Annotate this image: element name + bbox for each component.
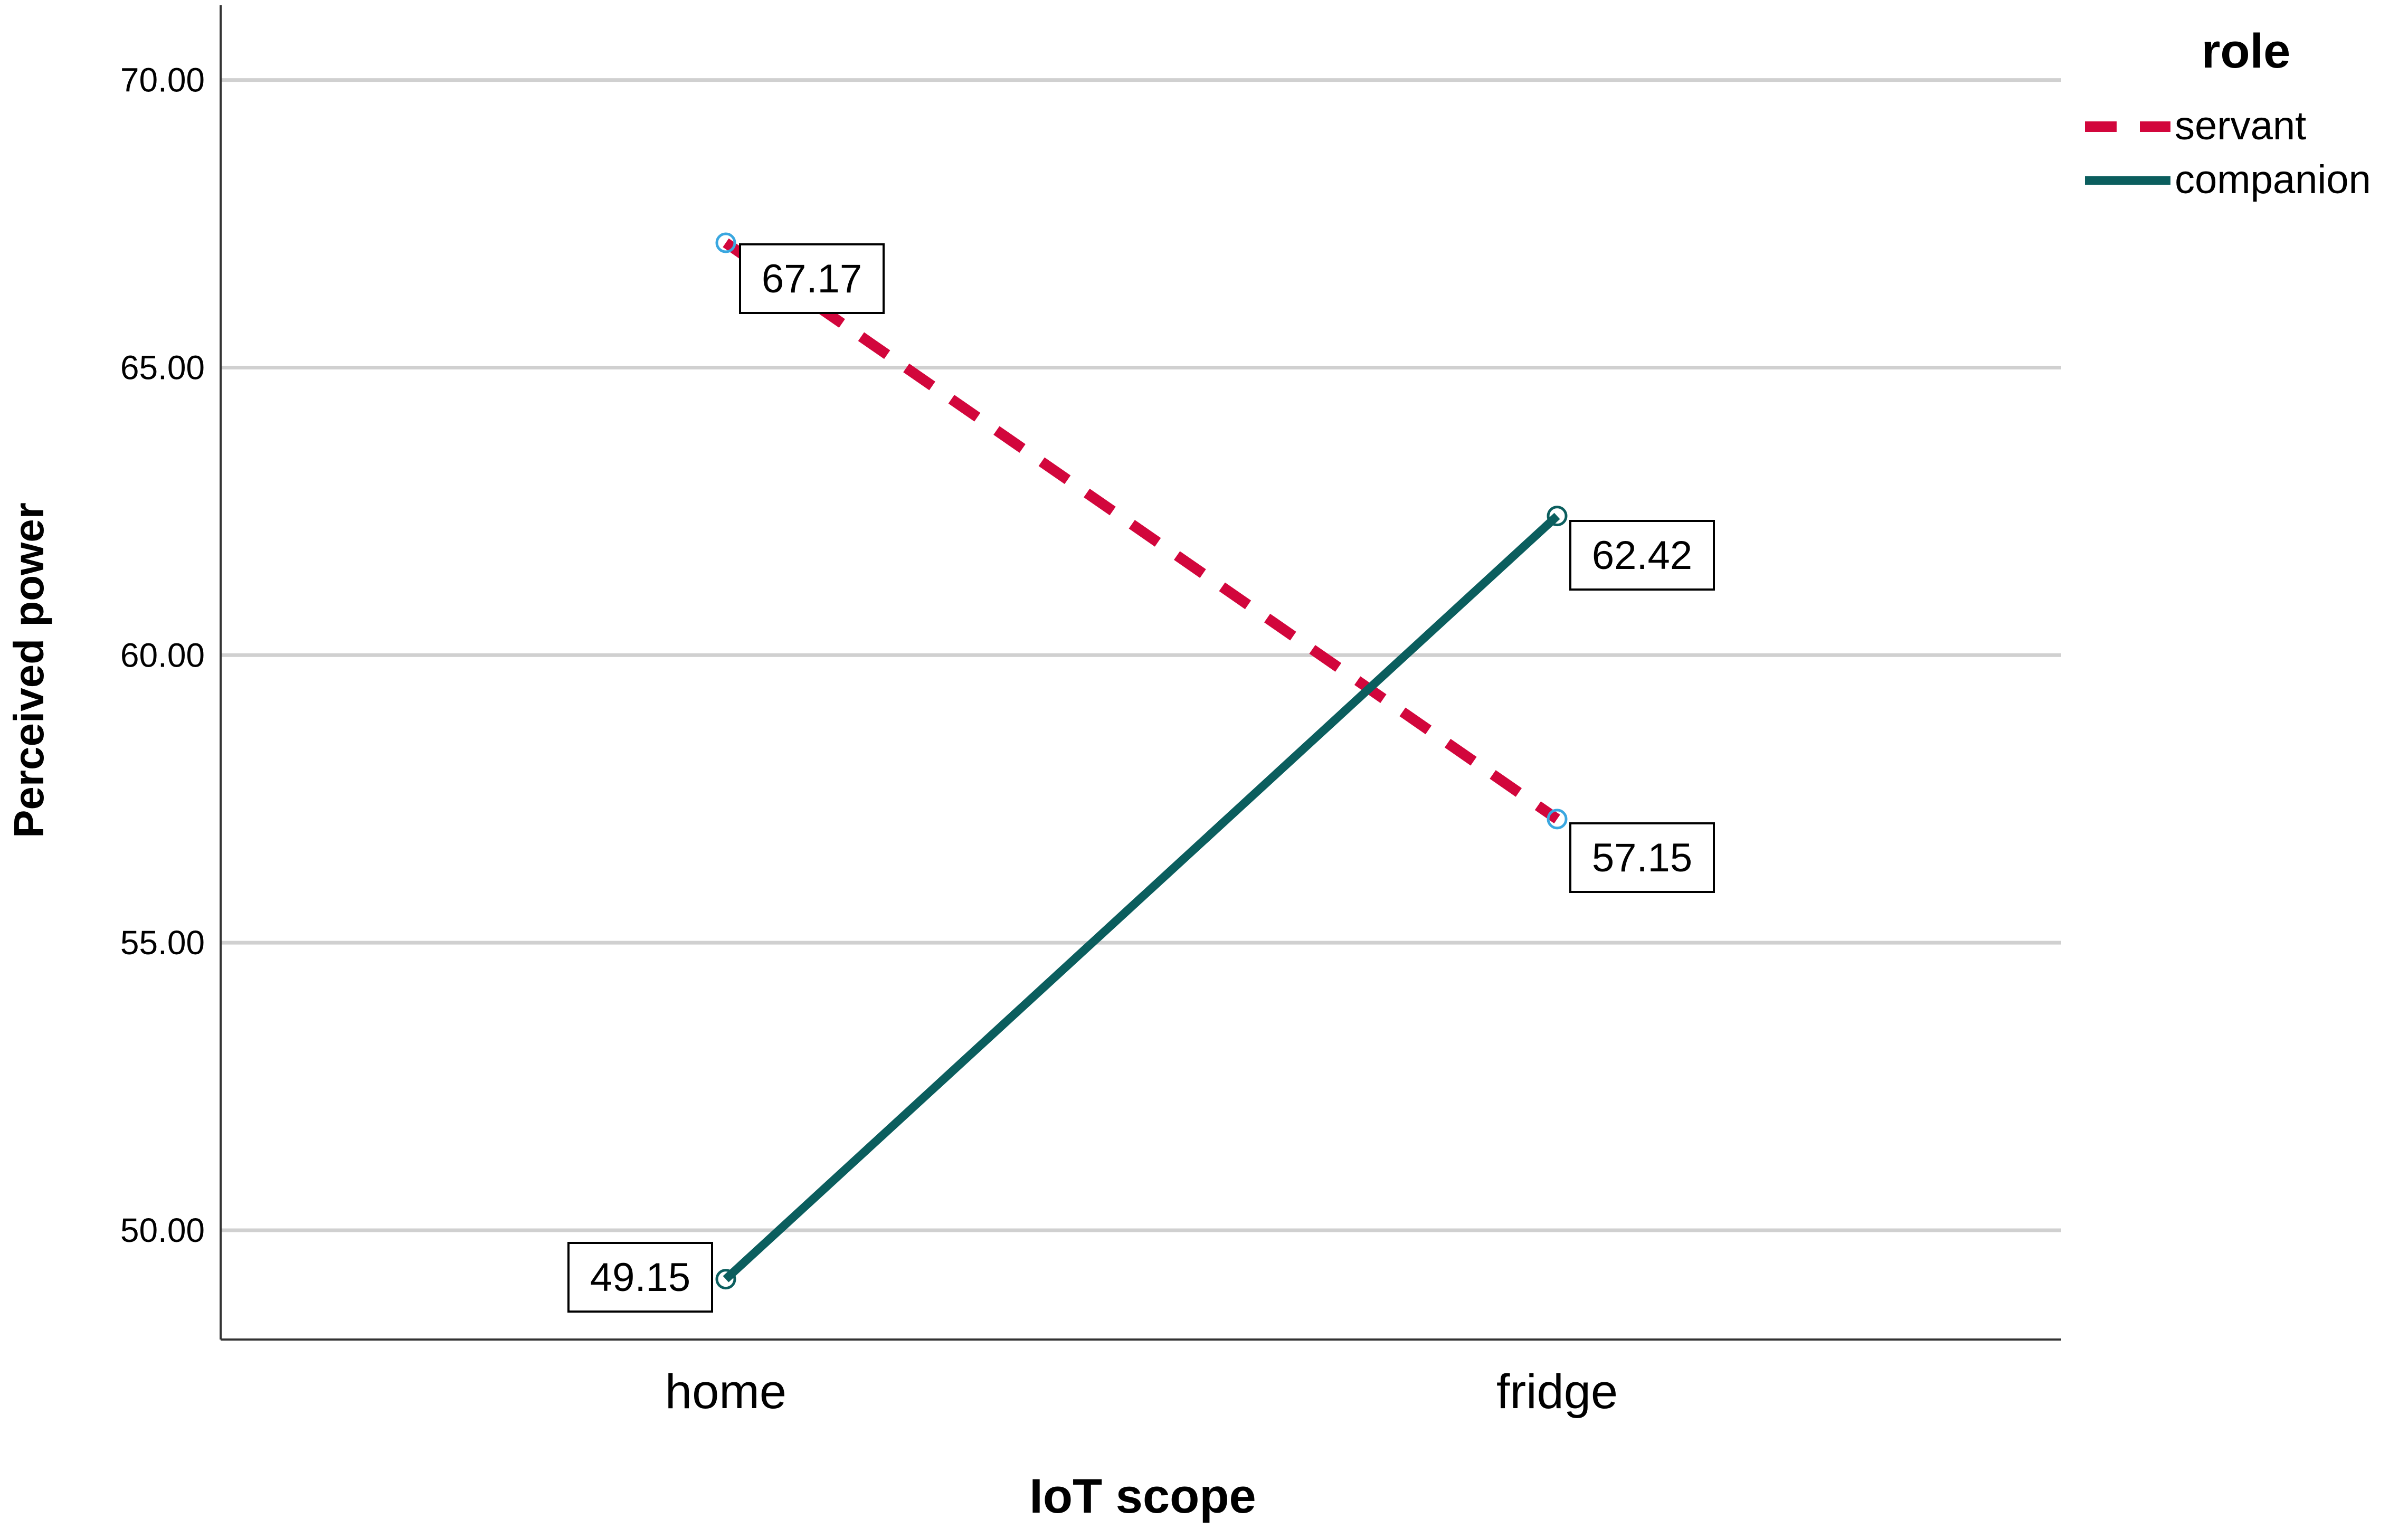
data-point-servant-home xyxy=(715,232,736,253)
data-label-companion-home: 49.15 xyxy=(590,1255,690,1300)
data-label-servant-home: 67.17 xyxy=(762,257,862,301)
data-labels: 67.17 57.15 49.15 62.42 xyxy=(567,243,1715,1313)
legend: role servant companion xyxy=(2085,24,2371,202)
y-tick-label: 50.00 xyxy=(120,1211,205,1249)
data-label-box xyxy=(1569,822,1715,893)
data-label-box xyxy=(739,243,885,314)
y-tick-label: 70.00 xyxy=(120,61,205,99)
legend-label-companion: companion xyxy=(2175,157,2371,202)
series-line-companion xyxy=(723,512,1560,1283)
x-axis-title: IoT scope xyxy=(1029,1469,1256,1523)
series-line-servant xyxy=(723,238,1560,824)
data-label-box xyxy=(1569,520,1715,591)
axes xyxy=(220,5,2061,1341)
series-lines xyxy=(715,232,1568,1290)
legend-label-servant: servant xyxy=(2175,103,2306,148)
gridlines xyxy=(221,78,2061,1232)
y-tick-label: 65.00 xyxy=(120,348,205,386)
y-tick-label: 60.00 xyxy=(120,636,205,674)
x-tick-label: home xyxy=(665,1365,786,1419)
x-tick-labels: home fridge xyxy=(665,1365,1618,1419)
legend-title: role xyxy=(2202,24,2291,78)
data-point-servant-fridge xyxy=(1547,809,1568,830)
y-axis-title: Perceived power xyxy=(5,502,52,838)
data-label-box xyxy=(567,1242,713,1313)
x-tick-label: fridge xyxy=(1496,1365,1618,1419)
y-tick-label: 55.00 xyxy=(120,924,205,962)
data-label-servant-fridge: 57.15 xyxy=(1592,835,1692,880)
data-point-companion-home xyxy=(715,1269,736,1290)
y-tick-labels: 50.00 55.00 60.00 65.00 70.00 xyxy=(120,61,205,1249)
data-label-companion-fridge: 62.42 xyxy=(1592,533,1692,578)
data-point-companion-fridge xyxy=(1547,506,1568,527)
